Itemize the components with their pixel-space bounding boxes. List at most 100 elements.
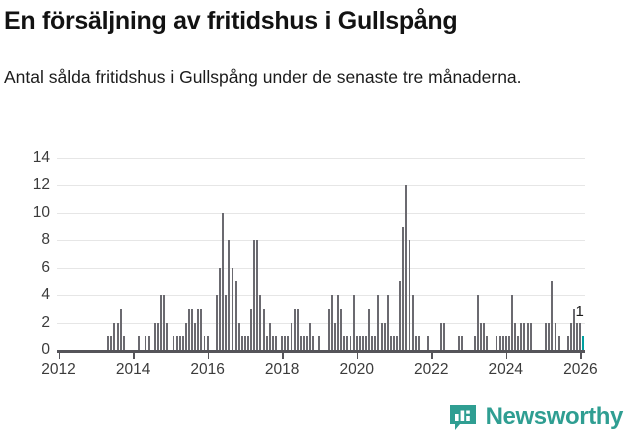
- bar: [138, 336, 141, 350]
- x-axis-tick-label: 2014: [115, 361, 151, 378]
- gridline: [57, 295, 585, 297]
- bar: [116, 322, 119, 350]
- bar: [365, 336, 367, 350]
- bar: [215, 295, 218, 350]
- bar: [358, 336, 361, 350]
- x-axis-tick-mark: [207, 352, 210, 359]
- bar: [495, 336, 498, 350]
- bar: [439, 322, 442, 350]
- x-axis-ticks: 2012 2014 2016 2018 2020 2022 2024 2026: [41, 352, 598, 388]
- bar: [414, 336, 417, 350]
- bar: [507, 336, 510, 350]
- bar: [284, 336, 287, 350]
- bar: [237, 322, 240, 350]
- bar: [156, 322, 159, 350]
- gridline: [57, 212, 585, 214]
- bar: [548, 322, 551, 350]
- bar: [411, 295, 414, 350]
- bar: [306, 336, 308, 350]
- x-axis-tick-label: 2026: [563, 361, 598, 378]
- x-axis-tick-mark: [431, 352, 433, 359]
- bar: [256, 240, 259, 350]
- bar: [293, 308, 296, 350]
- bar: [523, 322, 526, 350]
- bar: [427, 336, 430, 350]
- bar: [327, 308, 330, 350]
- bar: [225, 295, 228, 350]
- bar: [330, 295, 333, 350]
- y-axis-tick-label: 12: [32, 176, 50, 194]
- bar: [318, 336, 321, 350]
- bar: [184, 322, 187, 350]
- bar: [486, 336, 489, 350]
- bar: [473, 336, 476, 350]
- bar: [458, 336, 461, 350]
- bar: [247, 336, 249, 350]
- bar: [144, 336, 147, 350]
- bar: [243, 336, 246, 350]
- bar: [200, 308, 203, 350]
- bar: [579, 322, 582, 350]
- bar: [312, 336, 315, 350]
- bar: [160, 295, 162, 350]
- bar: [389, 336, 392, 350]
- bar: [281, 336, 284, 350]
- bar: [259, 295, 262, 350]
- bar: [520, 322, 523, 350]
- bar: [119, 308, 122, 350]
- bar-value-label: 1: [575, 303, 584, 321]
- bar: [374, 336, 377, 350]
- bar: [302, 336, 305, 350]
- gridline: [57, 240, 585, 242]
- gridline: [57, 185, 585, 187]
- bar: [346, 336, 349, 350]
- page-title: En försäljning av fritidshus i Gullspång: [4, 7, 458, 35]
- y-axis-tick-label: 6: [41, 258, 50, 276]
- x-axis-tick-mark: [356, 352, 359, 359]
- bar: [566, 336, 569, 350]
- gridline: [57, 267, 585, 269]
- bar: [268, 322, 271, 350]
- bar: [188, 308, 190, 350]
- bar: [349, 336, 352, 350]
- bar: [228, 240, 231, 350]
- bar: [514, 322, 517, 350]
- newsworthy-logo[interactable]: Newsworthy: [448, 402, 623, 432]
- bar: [352, 295, 355, 350]
- y-axis-ticks: 0 2 4 6 8 10 12 14: [0, 149, 50, 358]
- gridline: [57, 158, 585, 159]
- bar: [234, 281, 237, 350]
- bar: [271, 336, 274, 350]
- x-axis-tick-label: 2022: [414, 361, 449, 378]
- bar: [194, 322, 197, 350]
- bar: [557, 336, 560, 350]
- bar: [554, 322, 557, 350]
- bar: [219, 267, 222, 350]
- bar: [290, 322, 293, 350]
- bar: [222, 212, 225, 350]
- bar: [309, 322, 312, 350]
- bar: [408, 240, 411, 350]
- x-axis-tick-label: 2024: [488, 361, 524, 378]
- bar: [340, 308, 343, 350]
- chart-subtitle: Antal sålda fritidshus i Gullspång under…: [4, 67, 522, 87]
- bar: [399, 281, 402, 350]
- bar: [545, 322, 548, 350]
- y-axis-tick-label: 0: [41, 341, 50, 358]
- bar: [483, 322, 486, 350]
- bar: [262, 308, 265, 350]
- bar: [442, 322, 445, 350]
- plot-area: 1: [57, 158, 585, 350]
- bar: [107, 336, 110, 350]
- bar: [576, 322, 579, 350]
- bar: [240, 336, 243, 350]
- bar-highlighted: [582, 336, 585, 350]
- bar: [498, 336, 501, 350]
- bar: [396, 336, 399, 350]
- bar: [343, 336, 346, 350]
- bar: [551, 281, 554, 350]
- bar: [296, 308, 299, 350]
- bar: [175, 336, 178, 350]
- bar: [386, 295, 389, 350]
